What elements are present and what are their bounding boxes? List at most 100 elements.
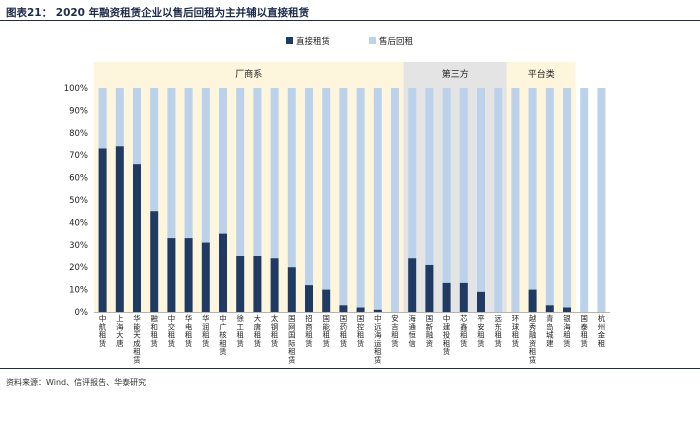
bar-direct	[408, 258, 417, 312]
x-tick-label: 华润租赁	[202, 314, 210, 348]
bar-leaseback	[511, 88, 520, 312]
x-tick-label: 徐工租赁	[236, 314, 244, 348]
x-tick-label: 海通恒信	[408, 314, 416, 348]
x-tick-label: 环球租赁	[512, 314, 520, 348]
chart-legend: 直接租赁 售后回租	[286, 36, 414, 47]
bar-direct	[459, 282, 468, 312]
bar-leaseback	[356, 88, 365, 308]
bar-leaseback	[459, 88, 468, 283]
bar-direct	[167, 238, 176, 312]
x-tick-label: 国网国际租赁	[288, 314, 296, 365]
x-tick-label: 中航租赁	[99, 314, 107, 348]
bar-direct	[270, 258, 279, 312]
x-tick-label: 中远海运租赁	[374, 314, 382, 365]
bar-leaseback	[115, 88, 124, 147]
footer-rule	[0, 368, 700, 369]
group-band	[94, 62, 404, 312]
x-tick-label: 太钢租赁	[271, 314, 279, 348]
x-tick-label: 银海租赁	[563, 314, 571, 348]
figure-footer: 资料来源：Wind、信评报告、华泰研究	[0, 368, 700, 421]
y-tick-label: 70%	[69, 151, 88, 161]
bar-leaseback	[150, 88, 159, 212]
bar-leaseback	[133, 88, 141, 165]
legend-swatch-direct	[286, 37, 293, 44]
bar-leaseback	[270, 88, 279, 259]
x-tick-label: 国新融资	[426, 314, 434, 348]
y-tick-label: 30%	[69, 241, 88, 251]
bar-leaseback	[373, 88, 382, 310]
bar-leaseback	[98, 88, 107, 149]
bar-leaseback	[219, 88, 227, 234]
bar-direct	[98, 148, 107, 312]
x-tick-label: 青岛城建	[546, 314, 554, 348]
bar-direct	[322, 289, 331, 312]
bar-leaseback	[391, 88, 399, 312]
x-tick-label: 越秀融资租赁	[529, 314, 537, 365]
bar-direct	[425, 264, 434, 312]
bar-leaseback	[580, 88, 589, 312]
bar-leaseback	[528, 88, 537, 290]
y-tick-label: 100%	[64, 84, 88, 94]
y-tick-label: 0%	[75, 308, 89, 318]
y-tick-label: 90%	[69, 106, 88, 116]
stacked-bar-chart: 直接租赁 售后回租 厂商系 第三方 平台类 0% 10% 20% 30% 40% 50% 60%…	[64, 36, 610, 365]
bar-leaseback	[477, 88, 485, 292]
x-tick-label: 芯鑫租赁	[460, 314, 468, 348]
x-tick-label: 平安租赁	[477, 314, 485, 348]
bar-direct	[477, 291, 485, 312]
y-tick-label: 40%	[69, 218, 88, 228]
x-tick-label: 国能租赁	[322, 314, 330, 348]
bar-leaseback	[494, 88, 503, 312]
x-tick-label: 招商租赁	[305, 314, 313, 348]
y-tick-label: 10%	[69, 286, 88, 296]
legend-swatch-leaseback	[369, 37, 376, 44]
x-tick-label: 远东租赁	[494, 314, 502, 348]
x-tick-label: 中广核租赁	[219, 314, 227, 356]
bar-leaseback	[287, 88, 296, 268]
bar-direct	[339, 305, 348, 312]
group-label: 第三方	[442, 68, 469, 80]
y-tick-label: 20%	[69, 263, 88, 273]
bar-direct	[115, 146, 124, 312]
source-note: 资料来源：Wind、信评报告、华泰研究	[6, 378, 147, 387]
x-tick-label: 华能天成租赁	[133, 314, 141, 365]
group-label: 厂商系	[235, 68, 262, 80]
x-tick-label: 安吉租赁	[391, 314, 399, 348]
bar-leaseback	[545, 88, 554, 306]
x-tick-label: 中建投租赁	[443, 314, 451, 356]
y-tick-label: 60%	[69, 174, 88, 184]
bar-leaseback	[339, 88, 348, 306]
x-tick-label: 融和租赁	[150, 314, 158, 348]
group-label: 平台类	[528, 68, 555, 80]
bar-leaseback	[442, 88, 451, 283]
bar-leaseback	[597, 88, 606, 312]
group-bands: 厂商系 第三方 平台类	[94, 62, 576, 312]
bar-leaseback	[305, 88, 313, 286]
bar-direct	[133, 164, 141, 312]
x-tick-label: 国控租赁	[357, 314, 365, 348]
x-axis-labels: 中航租赁 上海大唐 华能天成租赁 融和租赁 中交租赁 华电租赁 华润租赁 中广核租赁 徐工租赁 大…	[99, 314, 606, 365]
x-tick-label: 中交租赁	[168, 314, 176, 348]
x-tick-label: 国药租赁	[340, 314, 348, 348]
bar-leaseback	[563, 88, 571, 308]
bar-direct	[442, 282, 451, 312]
x-tick-label: 大唐租赁	[254, 314, 262, 348]
bar-direct	[545, 305, 554, 312]
bar-direct	[150, 211, 159, 312]
legend-label-direct: 直接租赁	[296, 36, 331, 47]
bar-leaseback	[184, 88, 193, 239]
bar-leaseback	[322, 88, 331, 290]
bar-leaseback	[201, 88, 210, 243]
bar-direct	[219, 233, 227, 312]
bar-direct	[253, 256, 262, 312]
header-rule	[0, 20, 700, 21]
y-tick-label: 50%	[69, 196, 88, 206]
x-tick-label: 国泰租赁	[580, 314, 588, 348]
bar-direct	[528, 289, 537, 312]
y-axis: 0% 10% 20% 30% 40% 50% 60% 70% 80% 90% 100%	[64, 84, 610, 318]
bar-direct	[305, 285, 313, 312]
bar-direct	[184, 238, 193, 312]
legend-label-leaseback: 售后回租	[379, 36, 414, 47]
x-tick-label: 华电租赁	[185, 314, 193, 348]
x-tick-label: 杭州金租	[598, 314, 606, 348]
